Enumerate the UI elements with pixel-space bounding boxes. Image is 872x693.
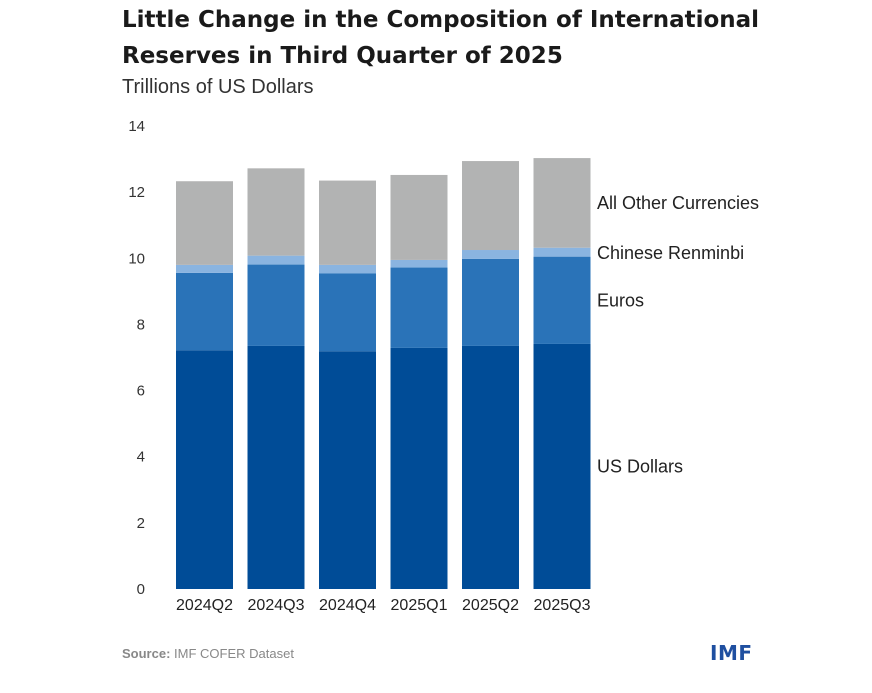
y-tick-label: 0 (137, 581, 145, 598)
y-tick-label: 4 (137, 449, 145, 466)
bar-segment-renminbi (462, 250, 519, 259)
legend-label: All Other Currencies (597, 193, 759, 213)
legend-label: Euros (597, 290, 644, 310)
x-tick-label: 2024Q3 (248, 597, 305, 614)
x-tick-label: 2024Q2 (176, 597, 233, 614)
bar-segment-euros (176, 272, 233, 351)
legend: US Dollars Euros Chinese Renminbi All Other… (597, 193, 759, 477)
imf-logo: IMF (710, 641, 753, 665)
bar-segment-euros (390, 267, 448, 348)
y-tick-label: 8 (137, 316, 145, 333)
y-tick-label: 12 (128, 184, 145, 201)
stacked-bar-chart: 0 2 4 6 8 10 12 14 2024Q2 2024Q3 2024Q4 2025Q1 2025… (128, 118, 759, 614)
x-tick-label: 2025Q2 (462, 597, 519, 614)
chart-subtitle: Trillions of US Dollars (122, 76, 314, 98)
source-text: IMF COFER Dataset (174, 646, 294, 661)
bar-group (176, 158, 591, 589)
y-tick-label: 6 (137, 383, 145, 400)
bar-segment-us_dollars (176, 350, 233, 589)
bar-segment-renminbi (247, 255, 305, 265)
bar-segment-other (176, 181, 233, 265)
legend-label: US Dollars (597, 456, 683, 476)
source-note: Source: IMF COFER Dataset (122, 646, 294, 661)
bar-segment-euros (533, 256, 591, 344)
bar-segment-renminbi (533, 247, 591, 257)
y-tick-label: 2 (137, 515, 145, 532)
x-tick-label: 2024Q4 (319, 597, 376, 614)
chart-title: Little Change in the Composition of Inte… (122, 7, 760, 69)
bar-segment-renminbi (319, 264, 376, 274)
source-label: Source: (122, 646, 171, 661)
bar-segment-euros (462, 258, 519, 346)
bar-segment-other (247, 168, 305, 256)
bar-segment-us_dollars (462, 345, 519, 589)
y-axis: 0 2 4 6 8 10 12 14 (128, 118, 145, 598)
bar-segment-us_dollars (247, 345, 305, 589)
legend-label: Chinese Renminbi (597, 243, 744, 263)
bar-segment-euros (247, 264, 305, 346)
bar-segment-renminbi (390, 259, 448, 268)
x-tick-label: 2025Q1 (391, 597, 448, 614)
bar-segment-other (319, 180, 376, 265)
y-tick-label: 14 (128, 118, 145, 135)
bar-segment-other (533, 158, 591, 248)
x-axis: 2024Q2 2024Q3 2024Q4 2025Q1 2025Q2 2025Q3 (176, 597, 591, 614)
y-tick-label: 10 (128, 250, 145, 267)
bar-segment-other (390, 174, 448, 260)
x-tick-label: 2025Q3 (534, 597, 591, 614)
bar-segment-us_dollars (319, 351, 376, 589)
bar-segment-us_dollars (533, 343, 591, 589)
bar-segment-euros (319, 273, 376, 352)
bar-segment-us_dollars (390, 347, 448, 589)
bar-segment-renminbi (176, 264, 233, 273)
bar-segment-other (462, 161, 519, 251)
